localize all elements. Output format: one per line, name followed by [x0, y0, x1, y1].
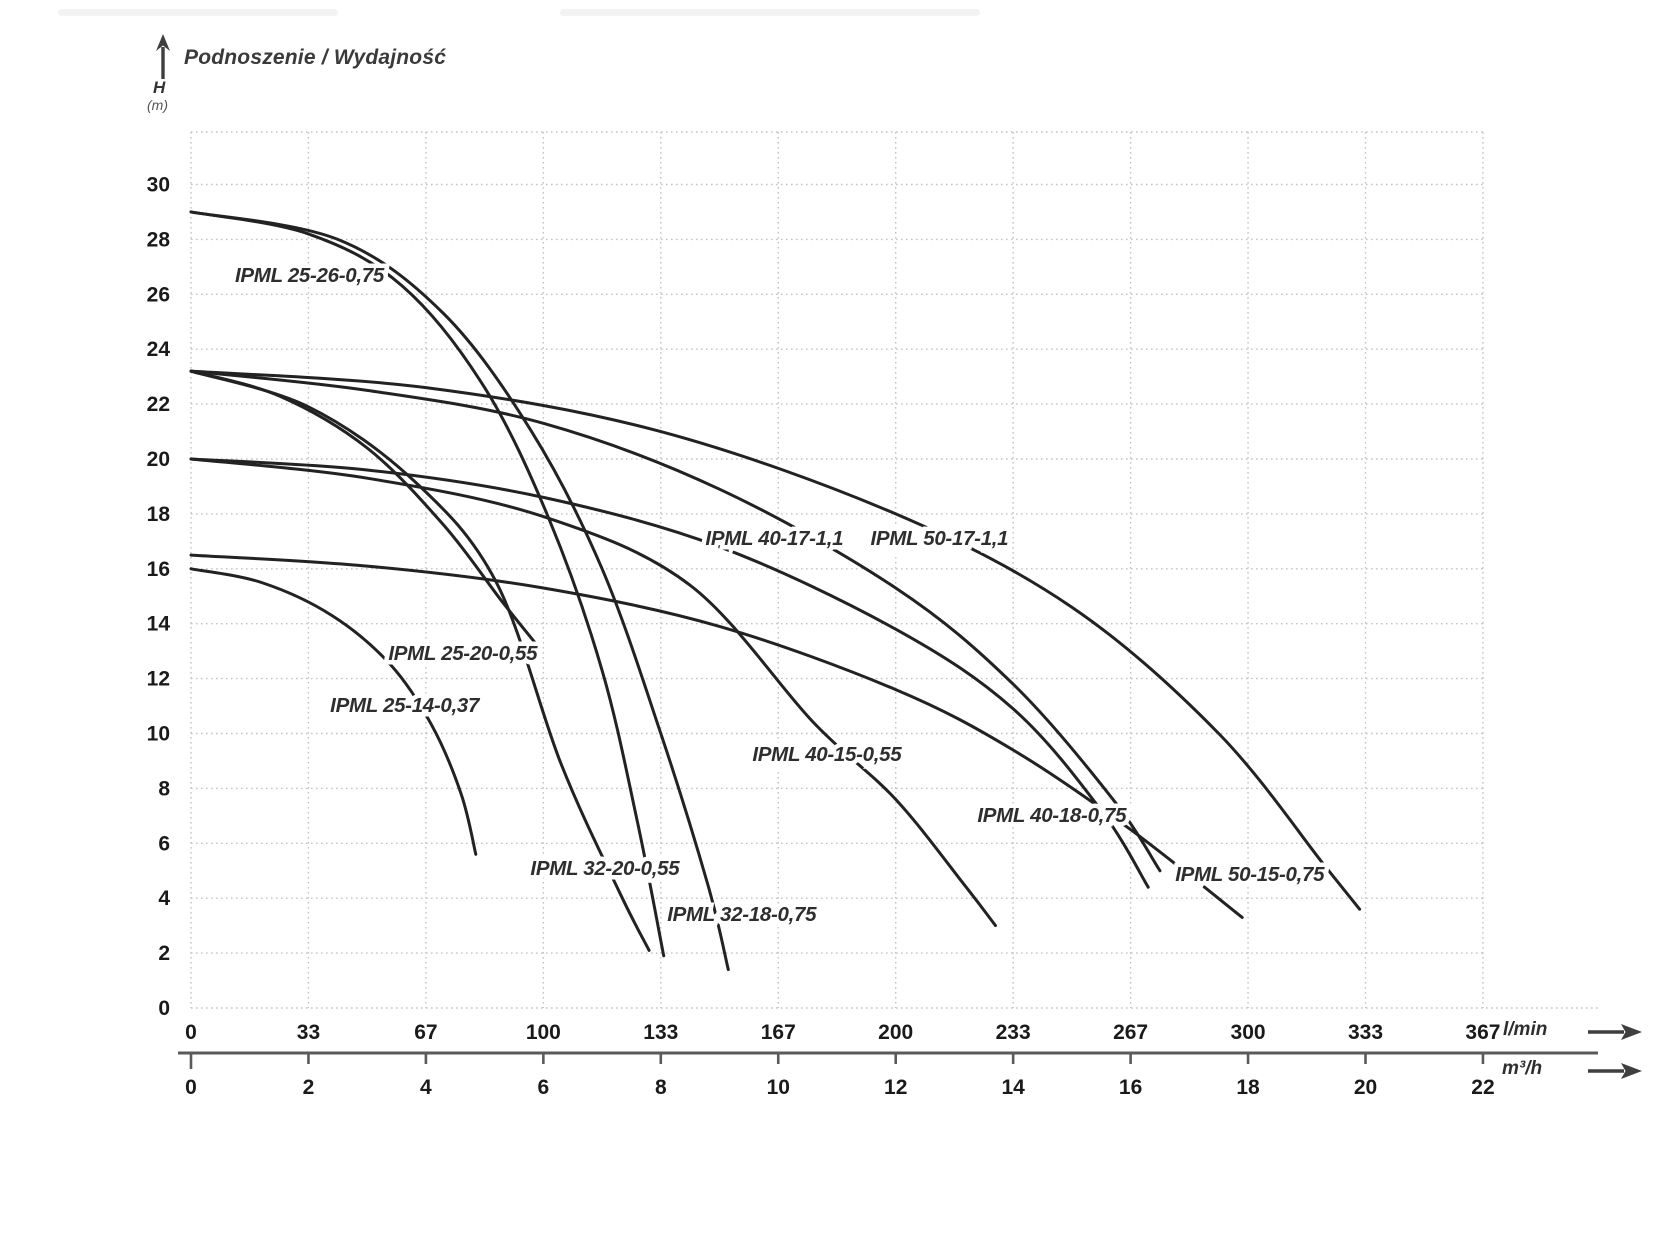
y-axis-unit: (m)	[147, 97, 168, 113]
curve-label-IPML-25-20-0-55: IPML 25-20-0,55	[388, 642, 538, 665]
pump-curve-IPML-40-18-0-75	[189, 457, 1150, 889]
x-tick-label-lmin: 200	[878, 1021, 913, 1044]
curve-label-IPML-32-18-0-75: IPML 32-18-0,75	[667, 903, 817, 926]
curve-label-IPML-32-20-0-55: IPML 32-20-0,55	[530, 857, 680, 880]
x-tick-label-m3h: 18	[1236, 1076, 1260, 1099]
pump-curve-IPML-50-15-0-75	[189, 553, 1244, 919]
curve-label-IPML-40-18-0-75: IPML 40-18-0,75	[977, 804, 1127, 827]
x-axis-unit-lmin: l/min	[1503, 1019, 1548, 1040]
pump-curve-IPML-25-20-0-55	[189, 369, 539, 648]
curve-label-IPML-40-17-1-1: IPML 40-17-1,1	[705, 527, 843, 550]
pump-curve-IPML-25-14-0-37	[189, 567, 478, 856]
up-arrow-icon	[156, 34, 170, 79]
curve-label-IPML-50-17-1-1: IPML 50-17-1,1	[870, 527, 1008, 550]
y-tick-label: 4	[158, 887, 170, 910]
pump-curve-IPML-40-15-0-55	[189, 457, 997, 928]
y-tick-label: 26	[147, 283, 170, 306]
y-axis-symbol: H	[153, 78, 166, 97]
x-tick-label-m3h: 20	[1354, 1076, 1377, 1099]
y-tick-label: 14	[147, 613, 171, 636]
y-tick-label: 22	[147, 393, 170, 416]
curve-label-IPML-50-15-0-75: IPML 50-15-0,75	[1175, 863, 1325, 886]
pump-curve-IPML-50-17-1-1	[189, 369, 1362, 911]
y-tick-label: 12	[147, 668, 170, 691]
x-tick-label-m3h: 16	[1119, 1076, 1142, 1099]
y-tick-label: 30	[147, 174, 170, 197]
y-tick-label: 20	[147, 448, 170, 471]
x-tick-label-lmin: 233	[996, 1021, 1031, 1044]
y-tick-label: 28	[147, 228, 171, 251]
pump-curve-IPML-40-17-1-1	[189, 369, 1162, 873]
x-tick-label-lmin: 33	[297, 1021, 320, 1044]
pump-curve-IPML-25-26-0-75	[189, 210, 666, 958]
x-tick-label-lmin: 267	[1113, 1021, 1148, 1044]
x-tick-label-m3h: 0	[185, 1076, 197, 1099]
pump-curve-IPML-32-18-0-75	[189, 210, 730, 972]
y-tick-label: 10	[147, 723, 170, 746]
x-tick-label-m3h: 8	[655, 1076, 667, 1099]
x-tick-label-m3h: 22	[1471, 1076, 1494, 1099]
y-tick-label: 16	[147, 558, 170, 581]
chart-title: Podnoszenie / Wydajność	[184, 46, 447, 69]
x-tick-label-lmin: 100	[526, 1021, 561, 1044]
x-tick-label-m3h: 2	[303, 1076, 315, 1099]
y-tick-label: 8	[158, 777, 170, 800]
scan-smudge	[58, 9, 338, 16]
y-tick-label: 18	[147, 503, 171, 526]
pump-curve-IPML-32-20-0-55	[189, 369, 651, 952]
x-tick-label-lmin: 133	[643, 1021, 678, 1044]
y-tick-label: 6	[158, 832, 170, 855]
y-tick-label: 24	[147, 338, 171, 361]
x-tick-label-lmin: 167	[761, 1021, 796, 1044]
x-tick-label-m3h: 14	[1001, 1076, 1025, 1099]
x-tick-label-m3h: 4	[420, 1076, 432, 1099]
x-tick-label-lmin: 333	[1348, 1021, 1383, 1044]
curve-label-IPML-25-26-0-75: IPML 25-26-0,75	[235, 264, 385, 287]
x-tick-label-lmin: 300	[1231, 1021, 1266, 1044]
x-tick-label-lmin: 67	[414, 1021, 437, 1044]
scan-smudge	[560, 9, 980, 16]
y-tick-label: 0	[158, 997, 170, 1020]
right-arrow-icon	[1588, 1024, 1642, 1040]
right-arrow-icon	[1588, 1063, 1642, 1079]
x-tick-label-lmin: 367	[1465, 1021, 1500, 1044]
x-tick-label-lmin: 0	[185, 1021, 197, 1044]
y-tick-label: 2	[158, 942, 170, 965]
x-tick-label-m3h: 12	[884, 1076, 907, 1099]
curve-label-IPML-25-14-0-37: IPML 25-14-0,37	[330, 694, 481, 717]
x-tick-label-m3h: 10	[767, 1076, 790, 1099]
curve-label-IPML-40-15-0-55: IPML 40-15-0,55	[752, 743, 902, 766]
x-tick-label-m3h: 6	[538, 1076, 550, 1099]
x-axis-unit-m3h: m³/h	[1502, 1058, 1543, 1079]
